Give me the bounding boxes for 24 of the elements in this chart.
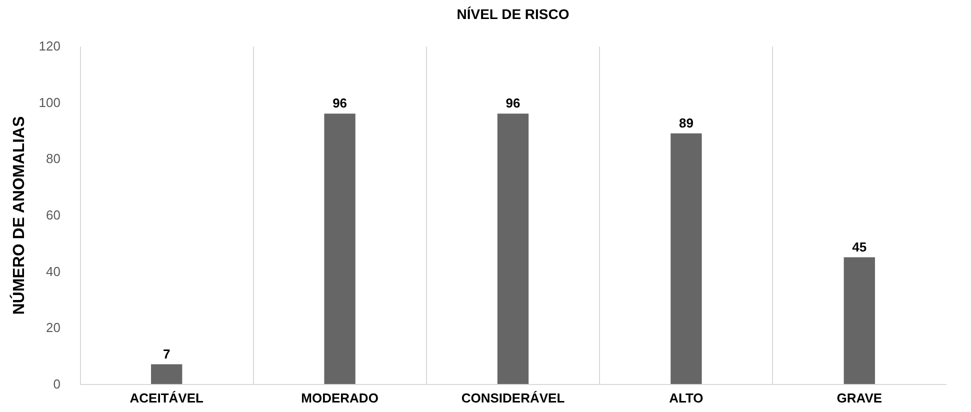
y-tick-label: 60 bbox=[46, 208, 60, 222]
bar bbox=[151, 364, 182, 384]
y-tick-label: 40 bbox=[46, 264, 60, 279]
x-tick-label: ACEITÁVEL bbox=[130, 390, 204, 406]
bar bbox=[497, 114, 529, 384]
x-tick-label: GRAVE bbox=[836, 390, 882, 406]
y-axis-title: NÚMERO DE ANOMALIAS bbox=[8, 116, 28, 315]
x-tick-label: MODERADO bbox=[301, 390, 378, 406]
data-label: 89 bbox=[678, 115, 694, 130]
data-label: 96 bbox=[506, 96, 520, 111]
chart-title: NÍVEL DE RISCO bbox=[456, 6, 570, 22]
data-label: 7 bbox=[162, 346, 170, 362]
y-tick-label: 0 bbox=[53, 376, 60, 392]
y-tick-label: 20 bbox=[46, 320, 60, 336]
data-label: 45 bbox=[852, 239, 867, 254]
bar bbox=[324, 114, 356, 384]
y-tick-label: 120 bbox=[38, 38, 60, 54]
x-tick-label: ALTO bbox=[669, 390, 704, 406]
bar bbox=[844, 257, 875, 384]
data-label: 96 bbox=[332, 96, 348, 111]
y-tick-label: 80 bbox=[46, 151, 60, 166]
y-tick-label: 100 bbox=[38, 94, 60, 110]
x-tick-label: CONSIDERÁVEL bbox=[461, 390, 565, 406]
bar bbox=[670, 133, 702, 384]
